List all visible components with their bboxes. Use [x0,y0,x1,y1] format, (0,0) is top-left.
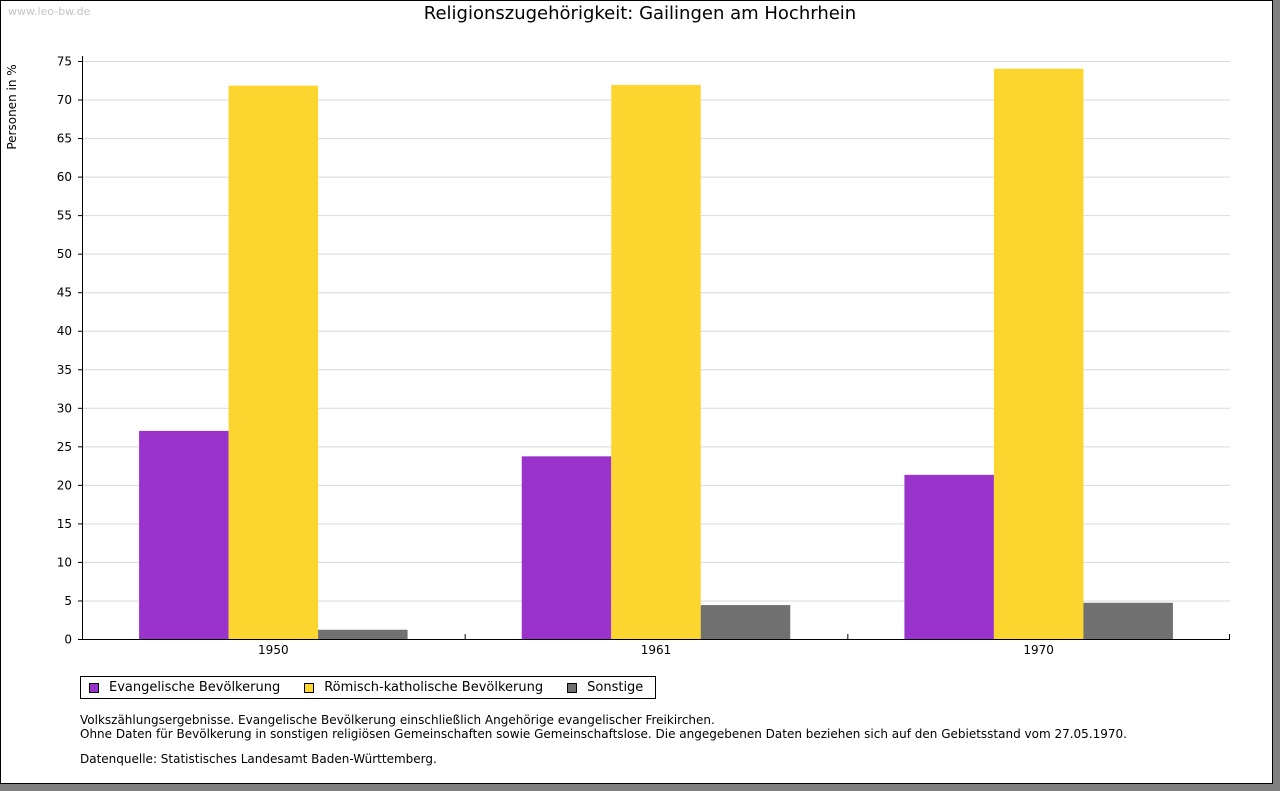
y-tick-label: 60 [57,170,72,184]
y-tick-label: 35 [57,363,72,377]
y-tick-label: 25 [57,440,72,454]
y-tick-label: 0 [64,633,72,647]
y-tick-label: 30 [57,401,72,415]
bar [700,605,791,639]
y-tick-label: 10 [57,555,72,569]
bar [318,629,408,639]
bar [1083,602,1173,639]
chart-title: Religionszugehörigkeit: Gailingen am Hoc… [423,3,857,24]
y-tick-label: 45 [57,286,72,300]
y-tick-label: 65 [57,132,72,146]
legend-swatch [89,682,99,693]
bar [228,85,319,640]
y-axis-label: Personen in % [5,64,19,149]
note-line-2: Ohne Daten für Bevölkerung in sonstigen … [80,727,1127,741]
watermark: www.leo-bw.de [8,5,91,18]
bar [139,430,229,639]
legend-label: Römisch-katholische Bevölkerung [324,680,544,695]
y-tick-label: 20 [57,478,72,492]
bar-chart: 0 5 10 15 20 25 30 35 40 45 50 55 60 65 70 75 Personen i… [5,55,1230,657]
y-tick-label: 70 [57,93,72,107]
note-line-1: Volkszählungsergebnisse. Evangelische Be… [80,713,715,727]
bar [904,474,994,639]
data-source: Datenquelle: Statistisches Landesamt Bad… [80,752,437,766]
legend-item: Evangelische Bevölkerung [89,680,280,695]
bar [521,456,612,639]
legend-label: Sonstige [587,680,644,695]
y-tick-label: 55 [57,209,72,223]
y-tick-label: 40 [57,324,72,338]
bar [611,84,701,639]
x-tick-label: 1950 [258,643,289,657]
y-tick-label: 75 [57,55,72,69]
legend-item: Römisch-katholische Bevölkerung [304,680,543,695]
y-tick-label: 15 [57,517,72,531]
x-tick-label: 1970 [1023,643,1054,657]
x-tick-label: 1961 [641,643,672,657]
legend-item: Sonstige [567,680,643,695]
legend-swatch [304,682,315,693]
legend: Evangelische Bevölkerung Römisch-katholis… [80,676,657,699]
legend-label: Evangelische Bevölkerung [109,680,281,695]
y-tick-label: 50 [57,247,72,261]
legend-swatch [567,682,578,693]
y-tick-label: 5 [64,594,72,608]
chart-notes: Volkszählungsergebnisse. Evangelische Be… [80,713,1127,741]
bar [993,68,1084,639]
